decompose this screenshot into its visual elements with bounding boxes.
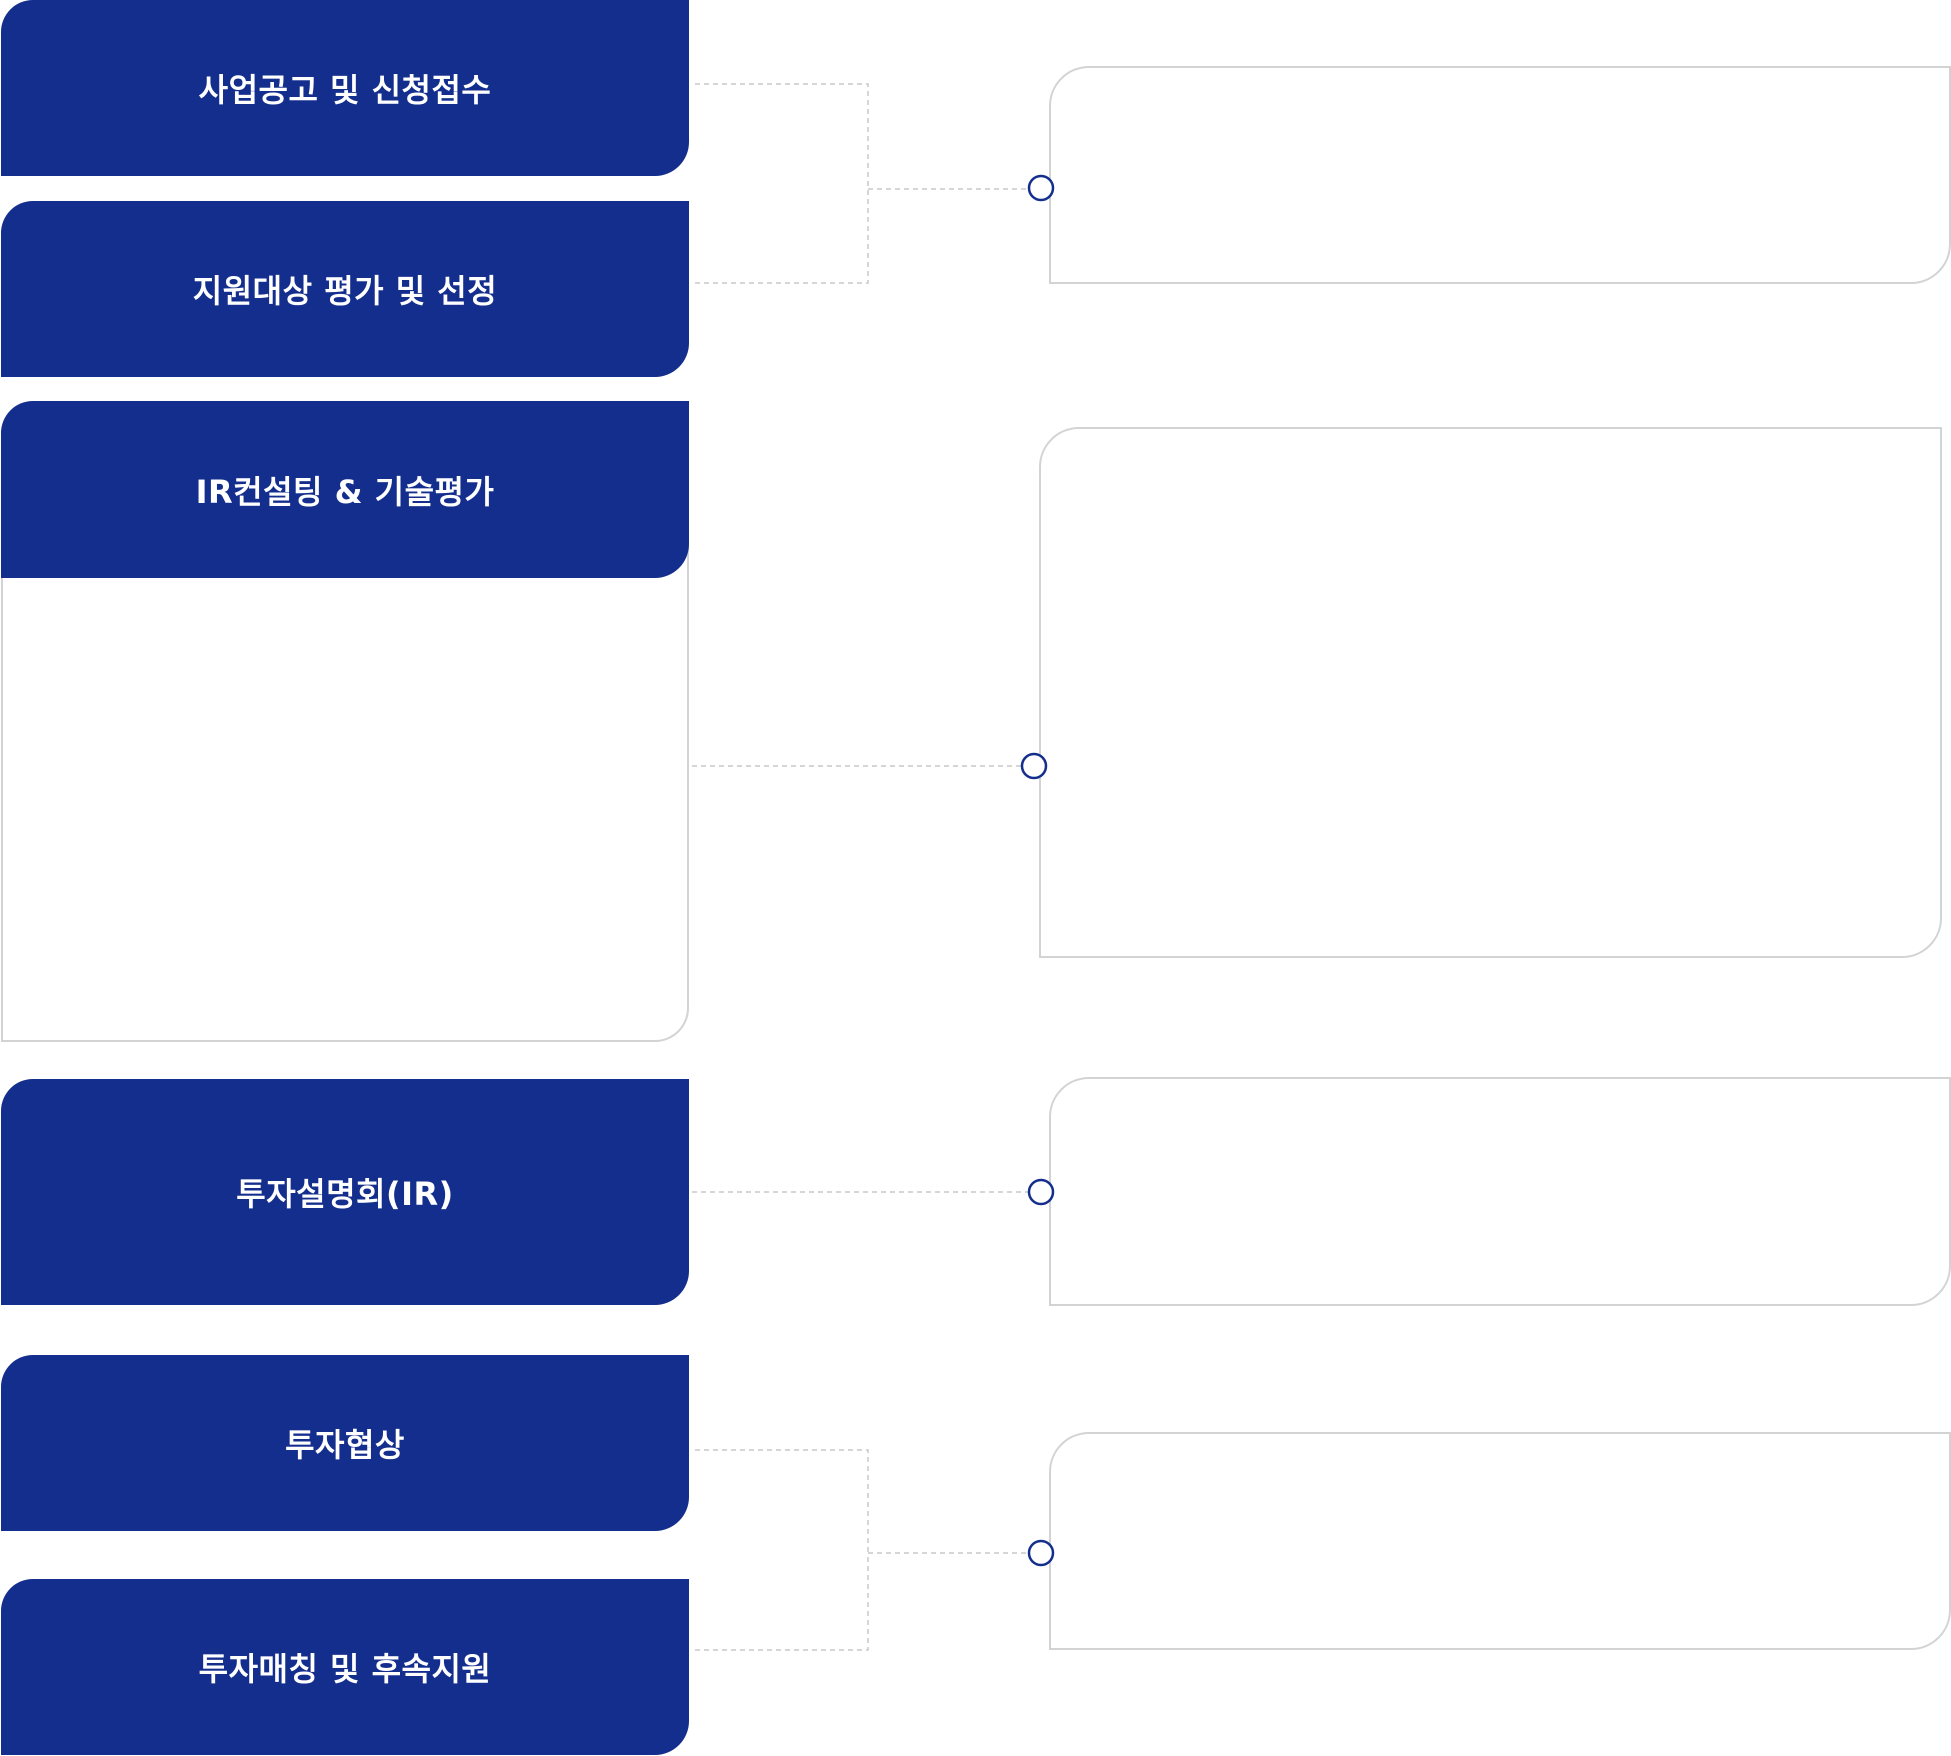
step-matching-followup: 투자매칭 및 후속지원 [1,1579,689,1755]
connector-node-3 [1027,1178,1055,1206]
step-label: 사업공고 및 신청접수 [198,71,492,109]
step-label: 투자협상 [285,1426,405,1464]
step-ir-consulting-content-box [1,540,689,1042]
step-label: 투자매칭 및 후속지원 [198,1650,492,1688]
step-label: IR컨설팅 & 기술평가 [195,472,495,511]
connector-step2 [695,189,869,284]
step-ir-consulting: IR컨설팅 & 기술평가 [1,401,689,578]
connector-node-2 [1020,752,1048,780]
detail-box-3 [1049,1077,1951,1306]
connector-node-1 [1027,174,1055,202]
step-label: 지원대상 평가 및 선정 [192,272,498,310]
connector-step1 [695,83,869,189]
connector-step5 [695,1449,869,1553]
step-evaluation-selection: 지원대상 평가 및 선정 [1,201,689,377]
detail-box-2 [1039,427,1942,958]
detail-box-4 [1049,1432,1951,1650]
step-investment-briefing: 투자설명회(IR) [1,1079,689,1305]
step-label: 투자설명회(IR) [236,1175,454,1213]
connector-step6 [695,1553,869,1651]
detail-box-1 [1049,66,1951,284]
step-investment-negotiation: 투자협상 [1,1355,689,1531]
step-announcement-application: 사업공고 및 신청접수 [1,0,689,176]
connector-node-4 [1027,1539,1055,1567]
